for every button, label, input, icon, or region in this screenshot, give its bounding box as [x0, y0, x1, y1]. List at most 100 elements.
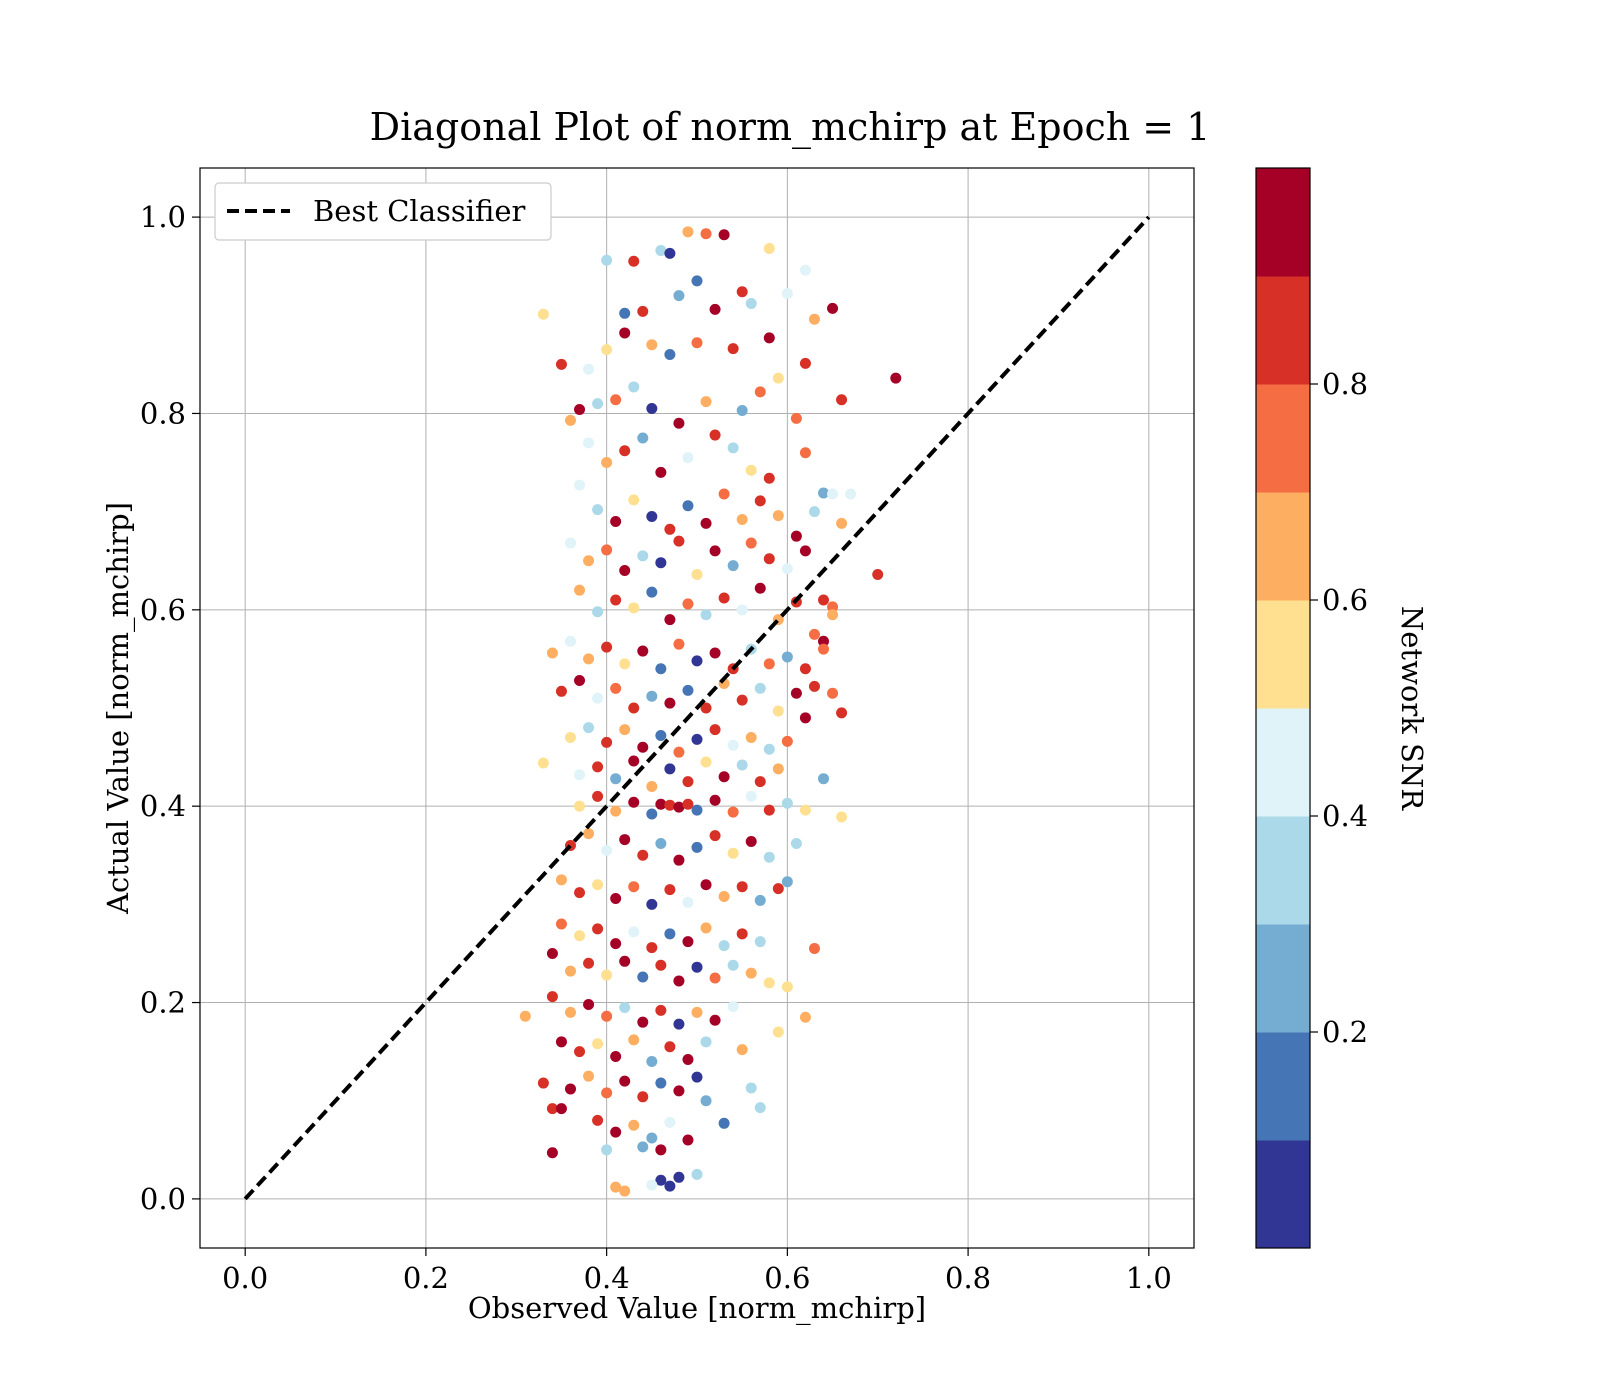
colorbar-segment	[1256, 1140, 1310, 1249]
scatter-point	[555, 1103, 567, 1115]
scatter-point	[763, 553, 775, 565]
scatter-point	[628, 602, 640, 614]
scatter-point	[781, 288, 793, 300]
scatter-point	[682, 798, 694, 810]
scatter-point	[574, 887, 586, 899]
scatter-point	[745, 790, 757, 802]
scatter-point	[763, 243, 775, 255]
scatter-point	[646, 1179, 658, 1191]
scatter-point	[637, 971, 649, 983]
scatter-point	[736, 694, 748, 706]
scatter-point	[583, 1070, 595, 1082]
scatter-point	[799, 804, 811, 816]
scatter-point	[628, 755, 640, 767]
scatter-point	[564, 1006, 576, 1018]
scatter-point	[574, 584, 586, 596]
scatter-point	[619, 1185, 631, 1197]
scatter-point	[763, 658, 775, 670]
scatter-point	[619, 1001, 631, 1013]
scatter-point	[818, 773, 830, 785]
scatter-point	[691, 655, 703, 667]
scatter-point	[655, 244, 667, 256]
scatter-point	[763, 851, 775, 863]
scatter-point	[691, 337, 703, 349]
scatter-point	[610, 773, 622, 785]
scatter-point	[664, 763, 676, 775]
scatter-point	[646, 1055, 658, 1067]
scatter-point	[799, 712, 811, 724]
scatter-point	[628, 1034, 640, 1046]
scatter-point	[763, 472, 775, 484]
scatter-point	[772, 1026, 784, 1038]
scatter-point	[619, 565, 631, 577]
scatter-point	[682, 1134, 694, 1146]
scatter-point	[799, 663, 811, 675]
scatter-point	[628, 702, 640, 714]
scatter-point	[890, 372, 902, 384]
scatter-point	[790, 530, 802, 542]
x-tick-label: 0.6	[764, 1261, 810, 1295]
plot-frame	[199, 167, 1195, 1249]
scatter-point	[655, 557, 667, 569]
scatter-point	[700, 1036, 712, 1048]
scatter-point	[592, 606, 604, 618]
scatter-point	[628, 881, 640, 893]
scatter-point	[754, 386, 766, 398]
scatter-point	[872, 568, 884, 580]
scatter-point	[781, 651, 793, 663]
y-tick-label: 1.0	[140, 200, 186, 234]
scatter-point	[718, 488, 730, 500]
scatter-point	[655, 1077, 667, 1089]
scatter-point	[637, 849, 649, 861]
scatter-point	[700, 702, 712, 714]
scatter-point	[700, 879, 712, 891]
x-axis-ticks: 0.0 0.2 0.4 0.6 0.8 1.0	[222, 1248, 1172, 1295]
scatter-point	[727, 442, 739, 454]
scatter-point	[673, 801, 685, 813]
scatter-point	[637, 1091, 649, 1103]
scatter-point	[781, 563, 793, 575]
scatter-point	[709, 724, 721, 736]
scatter-point	[772, 763, 784, 775]
scatter-point	[574, 404, 586, 416]
scatter-point	[610, 1051, 622, 1063]
colorbar-segments	[1256, 168, 1310, 1249]
scatter-point	[592, 761, 604, 773]
best-classifier-line-group	[243, 215, 1151, 1201]
scatter-point	[664, 614, 676, 626]
scatter-point	[619, 445, 631, 457]
scatter-point	[655, 798, 667, 810]
scatter-point	[601, 844, 613, 856]
scatter-point	[799, 447, 811, 459]
scatter-point	[754, 682, 766, 694]
scatter-point	[592, 923, 604, 935]
scatter-point	[781, 735, 793, 747]
scatter-point	[637, 741, 649, 753]
colorbar-tick-label: 0.2	[1322, 1015, 1368, 1049]
scatter-point	[745, 1082, 757, 1094]
scatter-point	[745, 464, 757, 476]
scatter-point	[700, 756, 712, 768]
scatter-point	[709, 303, 721, 315]
scatter-point	[664, 697, 676, 709]
scatter-point	[736, 405, 748, 417]
scatter-point	[736, 286, 748, 298]
scatter-point	[637, 645, 649, 657]
scatter-point	[736, 759, 748, 771]
scatter-point	[827, 302, 839, 314]
scatter-point	[537, 1077, 549, 1089]
scatter-point	[700, 609, 712, 621]
scatter-point	[646, 808, 658, 820]
scatter-point	[646, 942, 658, 954]
scatter-point	[745, 297, 757, 309]
scatter-point	[691, 804, 703, 816]
scatter-point	[763, 804, 775, 816]
scatter-point	[736, 1044, 748, 1056]
scatter-point	[574, 800, 586, 812]
scatter-point	[772, 372, 784, 384]
x-tick-label: 0.2	[403, 1261, 449, 1295]
scatter-point	[601, 969, 613, 981]
scatter-point	[574, 769, 586, 781]
legend: Best Classifier	[214, 182, 552, 241]
scatter-point	[790, 687, 802, 699]
